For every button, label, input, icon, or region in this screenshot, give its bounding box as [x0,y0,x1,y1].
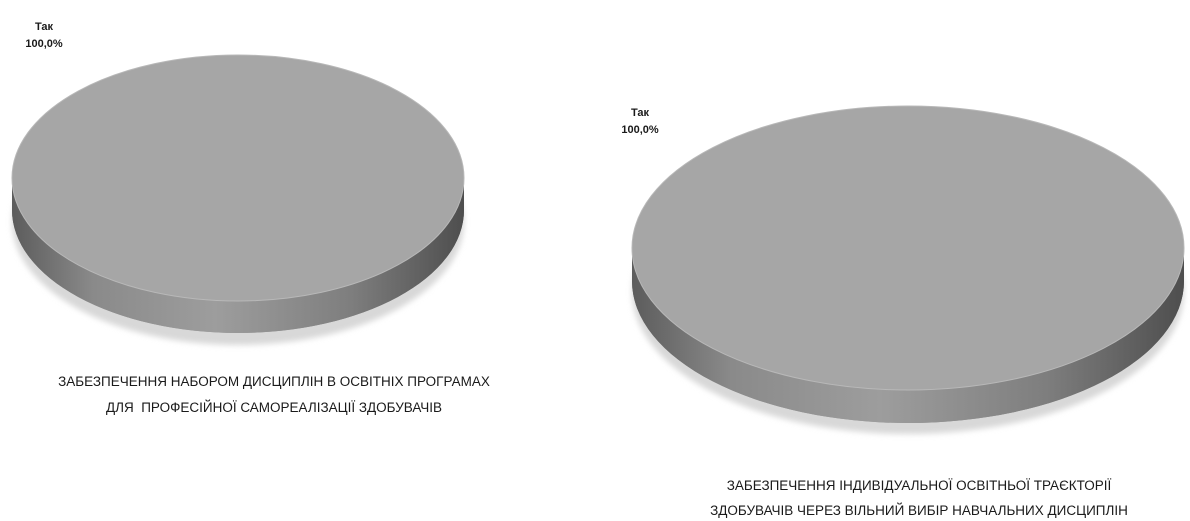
pie-chart-1-data-label-category: Так [35,21,54,33]
pie-chart-2-caption-line-1: ЗАБЕЗПЕЧЕННЯ ІНДИВІДУАЛЬНОЇ ОСВІТНЬОЇ ТР… [727,478,1112,493]
pie-chart-1: Так 100,0% ЗАБЕЗПЕЧЕННЯ НАБОРОМ ДИСЦИПЛІ… [11,21,490,415]
pie-chart-2-caption-line-2: ЗДОБУВАЧІВ ЧЕРЕЗ ВІЛЬНИЙ ВИБІР НАВЧАЛЬНИ… [710,503,1128,518]
pie-chart-1-slice-tak [11,54,465,345]
pie-chart-1-top [11,54,465,302]
pie-chart-2: Так 100,0% ЗАБЕЗПЕЧЕННЯ ІНДИВІДУАЛЬНОЇ О… [621,105,1185,518]
pie-chart-2-data-label-value: 100,0% [621,124,659,136]
pie-chart-2-top [631,105,1185,391]
pie-chart-1-caption-line-1: ЗАБЕЗПЕЧЕННЯ НАБОРОМ ДИСЦИПЛІН В ОСВІТНІ… [58,374,490,389]
pie-chart-2-slice-tak [631,105,1185,434]
pie-chart-2-data-label-category: Так [631,107,650,119]
pie-chart-1-caption-line-2: ДЛЯ ПРОФЕСІЙНОЇ САМОРЕАЛІЗАЦІЇ ЗДОБУВАЧІ… [106,400,442,415]
pie-chart-1-data-label-value: 100,0% [25,38,63,50]
